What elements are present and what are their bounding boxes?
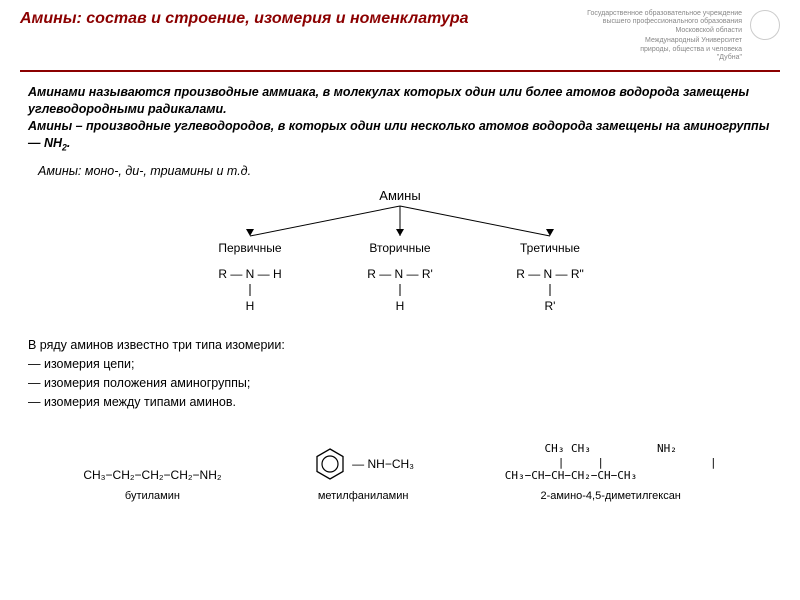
formula-2-chem: — NH−CH₃	[352, 457, 414, 471]
isomerism-block: В ряду аминов известно три типа изомерии…	[28, 336, 772, 411]
logo-icon	[750, 10, 780, 40]
tree-diagram: Амины Первичные Вторичные Третичные R — …	[28, 186, 772, 326]
branch3-formula-b: R'	[545, 299, 556, 313]
sub-definition: Амины: моно-, ди-, триамины и т.д.	[38, 164, 772, 178]
isomerism-item: — изомерия цепи;	[28, 355, 772, 374]
logo-block: Государственное образовательное учрежден…	[587, 10, 780, 62]
formula-3-top: CH₃ CH₃ NH₂	[505, 442, 677, 455]
logo-text: высшего профессионального образования	[587, 18, 742, 26]
formula-3-label: 2-амино-4,5-диметилгексан	[505, 490, 717, 502]
isomerism-item: — изомерия между типами аминов.	[28, 393, 772, 412]
isomerism-item: — изомерия положения аминогруппы;	[28, 374, 772, 393]
divider	[20, 70, 780, 72]
formula-1: CH₃−CH₂−CH₂−CH₂−NH₂ бутиламин	[83, 468, 221, 502]
logo-text: Московской области	[587, 27, 742, 35]
formula-3-bot: CH₃−CH−CH−CH₂−CH−CH₃	[505, 469, 637, 482]
branch3-name: Третичные	[520, 241, 580, 255]
formula-1-label: бутиламин	[83, 490, 221, 502]
branch1-formula: R — N — H	[218, 267, 281, 281]
branch1-name: Первичные	[218, 241, 282, 255]
benzene-icon	[312, 446, 348, 482]
formula-row: CH₃−CH₂−CH₂−CH₂−NH₂ бутиламин — NH−CH₃ м…	[28, 429, 772, 502]
branch2-formula-b: H	[396, 299, 405, 313]
definition-p2a: Амины – производные углеводородов, в кот…	[28, 119, 769, 150]
formula-2: — NH−CH₃ метилфаниламин	[312, 446, 414, 502]
formula-3: CH₃ CH₃ NH₂ | | | CH₃−CH−CH−CH₂−CH−CH₃ 2…	[505, 429, 717, 502]
branch1-formula-b: H	[246, 299, 255, 313]
tree-root: Амины	[379, 188, 420, 203]
definition-text: Аминами называются производные аммиака, …	[28, 84, 772, 154]
formula-3-mid: | | |	[505, 456, 717, 469]
logo-text: "Дубна"	[587, 54, 742, 62]
formula-2-label: метилфаниламин	[312, 490, 414, 502]
definition-p1: Аминами называются производные аммиака, …	[28, 85, 749, 116]
isomerism-intro: В ряду аминов известно три типа изомерии…	[28, 336, 772, 355]
branch3-formula: R — N — R"	[516, 267, 584, 281]
definition-p2b: .	[67, 136, 70, 150]
logo-text: природы, общества и человека	[587, 46, 742, 54]
formula-1-chem: CH₃−CH₂−CH₂−CH₂−NH₂	[83, 468, 221, 482]
logo-text: Международный Университет	[587, 37, 742, 45]
page-title: Амины: состав и строение, изомерия и ном…	[20, 10, 469, 28]
branch2-name: Вторичные	[369, 241, 431, 255]
branch2-formula: R — N — R'	[367, 267, 433, 281]
